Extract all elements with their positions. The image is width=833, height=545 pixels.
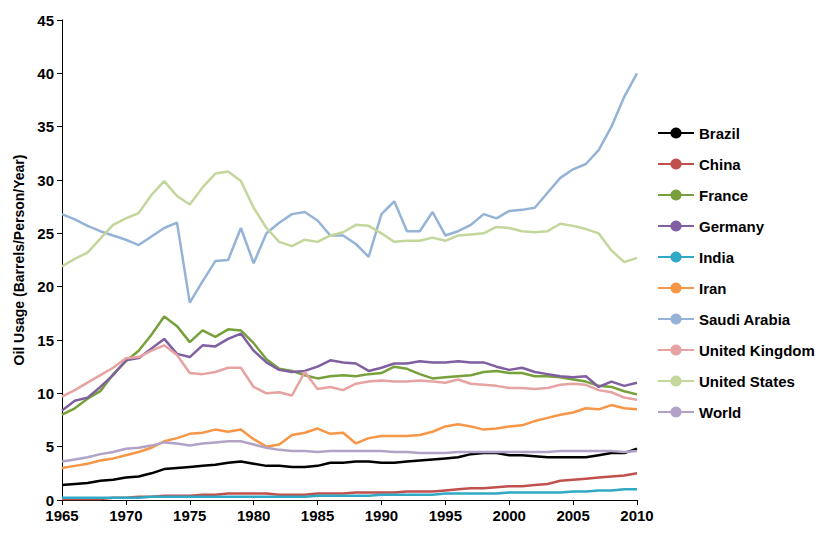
svg-text:40: 40: [37, 65, 54, 82]
svg-text:India: India: [699, 249, 735, 266]
svg-text:1980: 1980: [237, 507, 270, 524]
svg-text:25: 25: [37, 225, 54, 242]
svg-text:Saudi Arabia: Saudi Arabia: [699, 311, 791, 328]
svg-text:Iran: Iran: [699, 280, 727, 297]
svg-text:30: 30: [37, 172, 54, 189]
svg-text:5: 5: [46, 438, 54, 455]
svg-text:1990: 1990: [365, 507, 398, 524]
svg-text:World: World: [699, 404, 741, 421]
svg-text:2010: 2010: [620, 507, 653, 524]
svg-text:2005: 2005: [556, 507, 589, 524]
svg-text:United Kingdom: United Kingdom: [699, 342, 815, 359]
svg-text:Germany: Germany: [699, 218, 765, 235]
svg-text:France: France: [699, 187, 748, 204]
svg-text:10: 10: [37, 385, 54, 402]
svg-text:1970: 1970: [109, 507, 142, 524]
svg-text:15: 15: [37, 332, 54, 349]
svg-text:1965: 1965: [45, 507, 78, 524]
svg-text:2000: 2000: [493, 507, 526, 524]
svg-text:United States: United States: [699, 373, 795, 390]
svg-text:1975: 1975: [173, 507, 206, 524]
svg-text:1995: 1995: [429, 507, 462, 524]
svg-text:Oil Usage (Barrels/Person/Year: Oil Usage (Barrels/Person/Year): [11, 155, 27, 366]
svg-text:China: China: [699, 156, 741, 173]
svg-text:1985: 1985: [301, 507, 334, 524]
svg-text:20: 20: [37, 278, 54, 295]
svg-text:45: 45: [37, 12, 54, 29]
svg-text:35: 35: [37, 118, 54, 135]
svg-text:0: 0: [46, 492, 54, 509]
svg-text:Brazil: Brazil: [699, 125, 740, 142]
